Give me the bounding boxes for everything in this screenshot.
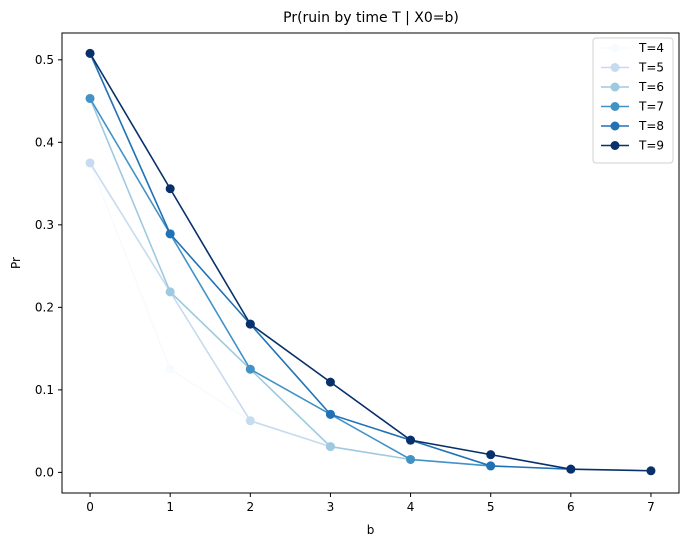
legend-swatch-marker: [610, 63, 620, 72]
legend-label: T=6: [638, 80, 664, 94]
data-point: [325, 409, 335, 419]
y-tick-label: 0.2: [35, 300, 54, 314]
legend-swatch-marker: [610, 141, 620, 150]
x-tick-label: 5: [487, 500, 495, 514]
legend-label: T=4: [638, 41, 664, 55]
data-point: [245, 416, 255, 426]
legend: T=4 T=5 T=6 T=7 T=8 T=9: [592, 37, 674, 164]
legend-label: T=7: [638, 100, 664, 114]
y-tick-label: 0.0: [35, 465, 54, 479]
series-t-8: [85, 48, 576, 474]
data-point: [85, 93, 95, 103]
y-tick-label: 0.4: [35, 135, 54, 149]
data-point: [406, 435, 416, 445]
x-tick-label: 3: [327, 500, 335, 514]
x-tick-label: 7: [647, 500, 655, 514]
legend-swatch-marker: [610, 102, 620, 111]
data-point: [245, 364, 255, 374]
legend-swatch-marker: [610, 43, 620, 53]
x-tick-label: 0: [86, 500, 94, 514]
data-point: [646, 466, 656, 476]
data-point: [566, 464, 576, 474]
data-point: [85, 48, 95, 58]
legend-label: T=8: [638, 119, 664, 133]
legend-swatch-marker: [610, 121, 620, 131]
data-point: [165, 184, 175, 194]
series-t-9: [85, 48, 656, 476]
data-point: [245, 319, 255, 329]
series-line: [89, 98, 491, 467]
y-axis-label: Pr: [9, 257, 23, 269]
y-tick-label: 0.3: [35, 218, 54, 232]
legend-label: T=5: [638, 61, 664, 75]
y-tick-label: 0.1: [35, 383, 54, 397]
plot-frame: [61, 32, 680, 494]
plot-marks: [85, 48, 656, 476]
series-t-5: [85, 158, 335, 452]
data-point: [165, 229, 175, 239]
series-line: [89, 52, 651, 472]
data-point: [406, 454, 416, 464]
data-point: [486, 461, 496, 471]
data-point: [85, 158, 95, 168]
data-point: [325, 442, 335, 452]
x-tick-label: 4: [407, 500, 415, 514]
x-tick-label: 6: [567, 500, 575, 514]
x-axis-label: b: [367, 523, 375, 537]
legend-label: T=9: [638, 139, 664, 153]
data-point: [165, 364, 175, 374]
x-tick-label: 2: [246, 500, 254, 514]
y-axis: 0.0 0.1 0.2 0.3 0.4 0.5: [35, 53, 62, 479]
data-point: [486, 450, 496, 460]
y-tick-label: 0.5: [35, 53, 54, 67]
x-axis: 0 1 2 3 4 5 6 7: [86, 493, 655, 514]
legend-swatch-marker: [610, 82, 620, 92]
data-point: [325, 377, 335, 387]
series-line: [89, 53, 571, 470]
data-point: [165, 287, 175, 297]
series-line: [89, 162, 331, 448]
chart-title: Pr(ruin by time T | X0=b): [283, 10, 459, 26]
x-tick-label: 1: [166, 500, 174, 514]
